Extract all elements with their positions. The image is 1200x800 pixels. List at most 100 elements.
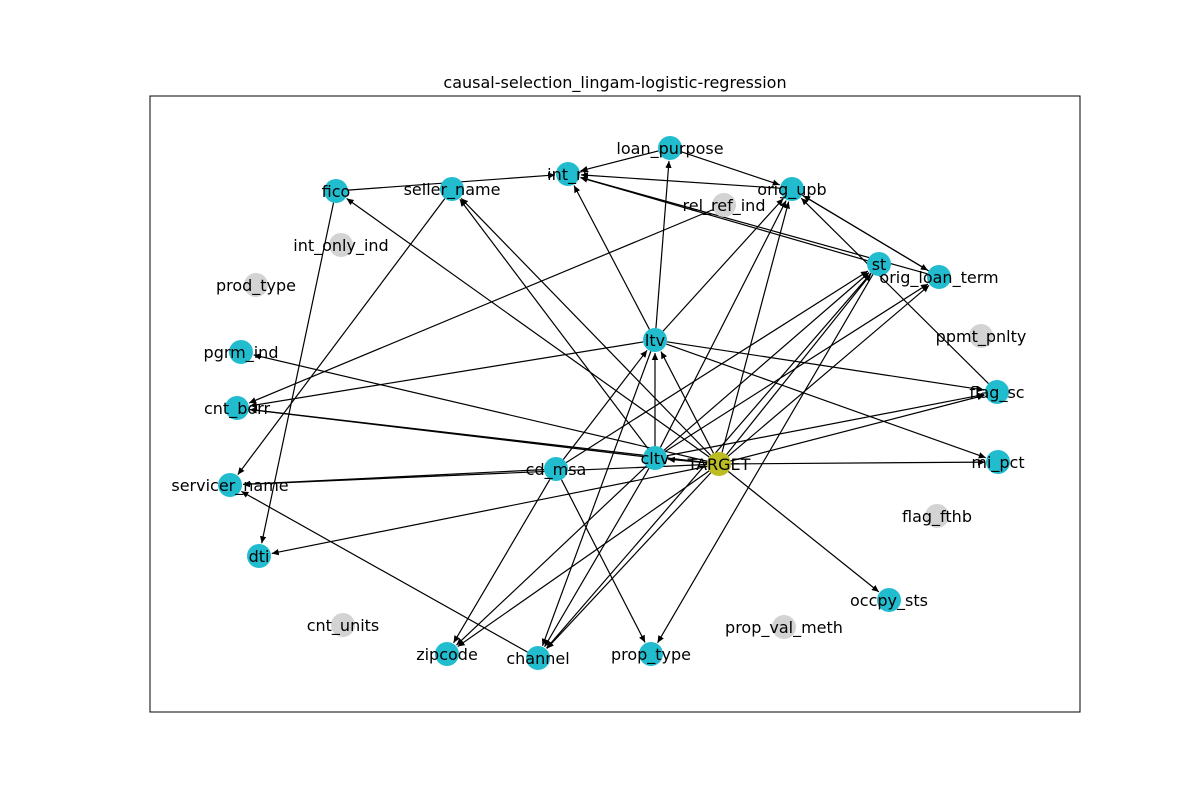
edge-flag_sc-to-orig_upb [800, 197, 989, 384]
edge-cd_msa-to-zipcode [453, 479, 551, 644]
node-label-ppmt_pnlty: ppmt_pnlty [936, 327, 1027, 347]
edge-st-to-prop_type [657, 274, 874, 644]
edge-seller_name-to-servicer_name [237, 198, 446, 475]
edge-TARGET-to-orig_upb [721, 201, 790, 453]
node-label-flag_fthb: flag_fthb [902, 507, 972, 527]
node-label-dti: dti [249, 547, 270, 566]
node-channel [526, 646, 550, 670]
node-ltv [643, 328, 667, 352]
edge-TARGET-to-st [726, 273, 872, 456]
node-seller_name [440, 177, 464, 201]
node-label-mi_pct: mi_pct [971, 453, 1024, 473]
node-occpy_sts [877, 588, 901, 612]
node-label-zipcode: zipcode [416, 645, 478, 664]
node-fico [324, 179, 348, 203]
edge-TARGET-to-orig_loan_term [727, 284, 930, 457]
node-label-cd_msa: cd_msa [526, 460, 587, 480]
edge-st-to-int_rt [580, 176, 868, 262]
node-dti [247, 544, 271, 568]
node-label-fico: fico [322, 182, 351, 201]
edge-orig_upb-to-int_rt [580, 172, 781, 189]
node-label-prop_type: prop_type [611, 645, 691, 665]
edge-TARGET-to-dti [271, 465, 708, 556]
edge-cltv-to-orig_loan_term [664, 283, 929, 453]
node-rel_ref_ind [712, 193, 736, 217]
edge-TARGET-to-mi_pct [730, 458, 986, 466]
edge-ltv-to-cnt_borr [249, 341, 644, 408]
node-cd_msa [544, 457, 568, 481]
edge-ltv-to-channel [541, 351, 652, 647]
node-label-loan_purpose: loan_purpose [616, 139, 723, 159]
edge-cltv-to-flag_sc [666, 392, 985, 457]
edge-TARGET-to-occpy_sts [727, 471, 880, 593]
edge-cd_msa-to-servicer_name [242, 468, 545, 488]
edge-loan_purpose-to-int_rt [580, 150, 659, 173]
edge-TARGET-to-channel [546, 472, 712, 649]
node-mi_pct [986, 450, 1010, 474]
node-label-ltv: ltv [645, 331, 665, 350]
edge-ltv-to-flag_sc [666, 341, 985, 393]
node-label-rel_ref_ind: rel_ref_ind [683, 196, 766, 216]
edge-channel-to-servicer_name [241, 490, 528, 653]
node-servicer_name [218, 473, 242, 497]
node-label-orig_upb: orig_upb [757, 180, 826, 200]
edge-ltv-to-orig_upb [662, 198, 784, 332]
node-int_only_ind [329, 233, 353, 257]
edge-cltv-to-cnt_borr [249, 407, 644, 458]
node-label-cnt_units: cnt_units [307, 616, 380, 636]
node-st [867, 252, 891, 276]
plot-frame [149, 95, 1081, 713]
node-zipcode [435, 642, 459, 666]
node-flag_fthb [925, 504, 949, 528]
node-prop_val_meth [772, 615, 796, 639]
edge-TARGET-to-pgrm_ind [253, 353, 708, 462]
edge-ltv-to-int_rt [573, 185, 650, 330]
node-orig_loan_term [927, 265, 951, 289]
edge-loan_purpose-to-orig_upb [681, 151, 780, 186]
edge-fico-to-dti [259, 202, 335, 544]
edge-TARGET-to-fico [346, 198, 710, 458]
node-label-prod_type: prod_type [216, 276, 296, 296]
node-loan_purpose [658, 136, 682, 160]
node-ppmt_pnlty [969, 324, 993, 348]
edge-cd_msa-to-st [565, 270, 869, 464]
node-cnt_units [331, 613, 355, 637]
edge-TARGET-to-flag_sc [730, 393, 985, 462]
edge-TARGET-to-ltv [660, 351, 715, 454]
node-prod_type [244, 273, 268, 297]
node-label-st: st [872, 255, 887, 274]
edge-TARGET-to-seller_name [460, 197, 712, 456]
edge-rel_ref_ind-to-cnt_borr [248, 209, 714, 404]
node-int_rt [556, 162, 580, 186]
node-TARGET [707, 452, 731, 476]
node-label-flag_sc: flag_sc [969, 383, 1024, 403]
node-label-int_rt: int_rt [547, 165, 589, 185]
edge-TARGET-to-zipcode [457, 470, 710, 648]
node-label-channel: channel [506, 649, 569, 668]
node-label-cltv: cltv [641, 449, 670, 468]
edges-layer [237, 150, 989, 653]
node-label-orig_loan_term: orig_loan_term [879, 268, 998, 288]
node-orig_upb [780, 177, 804, 201]
node-label-occpy_sts: occpy_sts [850, 591, 928, 611]
edge-ltv-to-loan_purpose [655, 160, 672, 329]
edge-cd_msa-to-prop_type [560, 479, 646, 643]
edge-ltv-to-mi_pct [666, 343, 986, 459]
node-cnt_borr [225, 396, 249, 420]
node-prop_type [639, 642, 663, 666]
labels-layer: TARGET loan_purpose int_rt orig_upb seller_n… [171, 139, 1026, 668]
node-flag_sc [985, 380, 1009, 404]
edge-orig_upb-to-orig_loan_term [801, 194, 929, 271]
node-label-servicer_name: servicer_name [171, 476, 288, 496]
node-cltv [643, 446, 667, 470]
node-label-seller_name: seller_name [404, 180, 501, 200]
edge-cltv-to-st [663, 272, 870, 451]
node-label-cnt_borr: cnt_borr [204, 399, 270, 419]
node-label-prop_val_meth: prop_val_meth [725, 618, 843, 638]
edge-cltv-to-seller_name [459, 199, 649, 449]
node-label-pgrm_ind: pgrm_ind [204, 343, 279, 363]
node-label-TARGET: TARGET [687, 455, 751, 474]
edge-cd_msa-to-ltv [562, 349, 648, 460]
nodes-layer [218, 136, 1010, 670]
